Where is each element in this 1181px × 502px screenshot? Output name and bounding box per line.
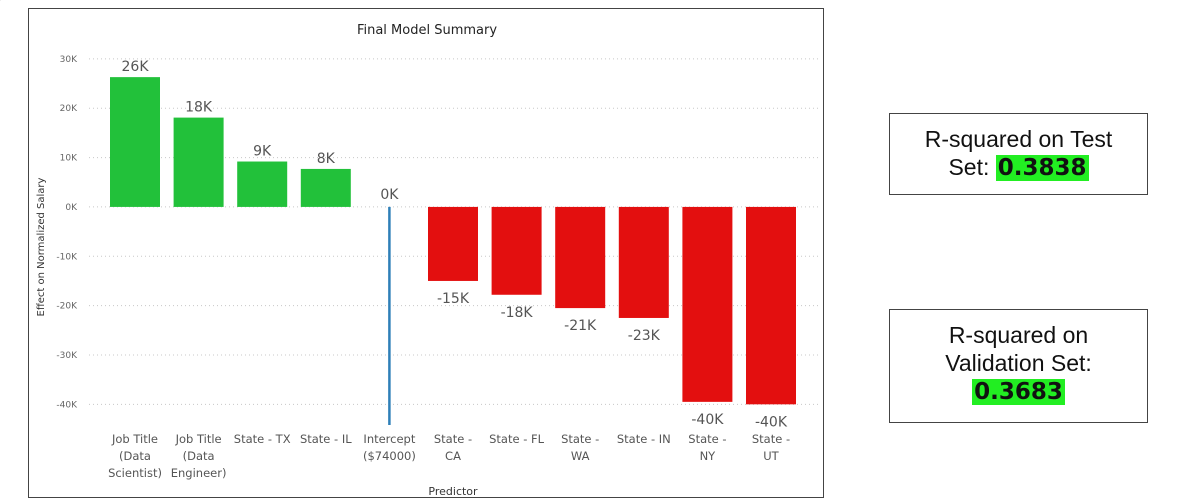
y-tick-label: -40K	[56, 400, 78, 410]
validation-r-squared-label-line1: R-squared on	[948, 322, 1089, 348]
data-label: -15K	[437, 291, 470, 307]
chart-panel: Final Model Summary 30K 20K 10K 0K -10K -20K -…	[28, 8, 824, 498]
x-tick-label: State - IN	[617, 432, 671, 446]
test-r-squared-label-line2: Set:	[948, 154, 990, 180]
data-label: -40K	[755, 414, 788, 430]
y-tick-label: 0K	[65, 203, 78, 213]
bar	[300, 168, 351, 207]
y-tick-label: -10K	[56, 252, 78, 262]
x-tick-label: State -	[688, 432, 726, 446]
validation-r-squared-label-line2: Validation Set:	[945, 350, 1092, 376]
validation-r-squared-box: R-squared on Validation Set: 0.3683	[889, 309, 1148, 423]
data-label: 8K	[317, 151, 336, 167]
x-tick-label: State -	[434, 432, 472, 446]
x-tick-label: (Data	[119, 449, 151, 463]
bar	[682, 206, 733, 402]
validation-r-squared-value: 0.3683	[972, 379, 1065, 405]
data-label: 0K	[380, 187, 399, 203]
x-tick-label: Job Title	[175, 432, 222, 446]
bar	[110, 77, 160, 207]
x-axis-title: Predictor	[428, 485, 478, 498]
data-label: -18K	[501, 305, 534, 321]
x-tick-label: Job Title	[111, 432, 158, 446]
x-tick-label: Engineer)	[171, 466, 227, 480]
bar-chart: 30K 20K 10K 0K -10K -20K -30K -40K Effect on Nor…	[36, 55, 821, 498]
test-r-squared-value: 0.3838	[995, 155, 1089, 181]
y-axis-title: Effect on Normalized Salary	[36, 177, 47, 316]
test-r-squared-label-line1: R-squared on Test	[924, 126, 1113, 152]
bar	[618, 206, 669, 318]
x-tick-label: CA	[445, 449, 461, 463]
x-tick-label: State - FL	[489, 432, 545, 446]
data-label: -23K	[628, 328, 661, 344]
y-tick-label: -20K	[56, 302, 78, 312]
chart-title: Final Model Summary	[356, 23, 498, 38]
x-tick-label: State -	[561, 432, 599, 446]
bar	[173, 117, 224, 207]
x-tick-label: State - IL	[300, 432, 352, 446]
y-tick-label: 10K	[60, 154, 78, 164]
y-tick-label: 20K	[60, 104, 78, 114]
y-tick-label: -30K	[56, 351, 78, 361]
test-r-squared-box: R-squared on Test Set: 0.3838	[889, 113, 1148, 195]
data-label: -40K	[691, 412, 724, 428]
x-tick-label: Intercept	[363, 432, 415, 446]
x-tick-label: WA	[571, 449, 590, 463]
data-label: 18K	[185, 100, 213, 116]
x-tick-label: ($74000)	[363, 449, 416, 463]
data-label: 26K	[122, 59, 150, 75]
background-decoration	[0, 0, 1, 1]
bar	[491, 206, 542, 295]
x-tick-label: State -	[752, 432, 790, 446]
x-tick-label: (Data	[183, 449, 215, 463]
y-tick-label: 30K	[60, 55, 78, 65]
x-tick-label: Scientist)	[108, 466, 162, 480]
bar	[555, 206, 606, 309]
data-label: 9K	[253, 144, 272, 160]
data-label: -21K	[564, 318, 597, 334]
bar	[746, 206, 796, 405]
bar	[428, 206, 478, 281]
x-tick-label: State - TX	[234, 432, 291, 446]
x-tick-label: UT	[763, 449, 779, 463]
bar	[237, 161, 288, 207]
x-tick-label: NY	[700, 449, 717, 463]
